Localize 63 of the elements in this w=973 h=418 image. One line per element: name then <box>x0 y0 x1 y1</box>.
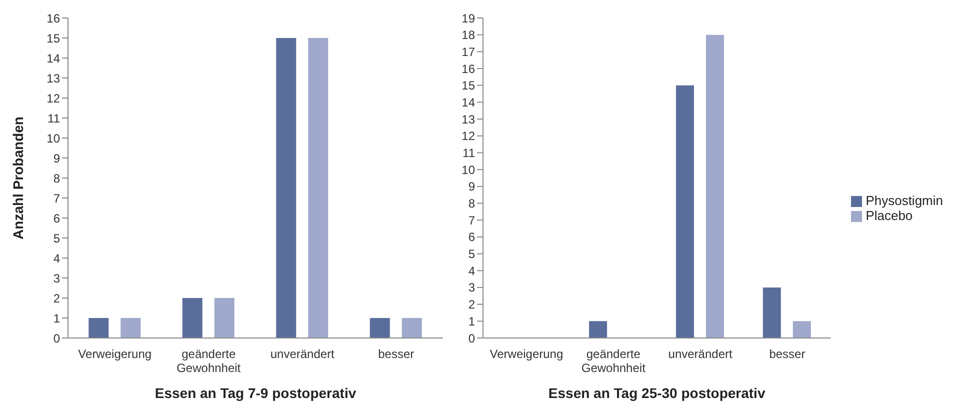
x-tick-label: besser <box>378 347 414 361</box>
y-tick-label: 5 <box>468 247 476 262</box>
y-tick-label: 12 <box>46 91 60 106</box>
x-tick-label: unverändert <box>668 347 733 361</box>
y-tick-label: 16 <box>46 11 60 26</box>
y-tick-label: 2 <box>468 298 476 312</box>
y-axis-title: Anzahl Probanden <box>10 116 26 240</box>
bar <box>214 298 234 338</box>
y-tick-label: 14 <box>462 95 476 110</box>
y-tick-label: 6 <box>468 230 476 244</box>
y-tick-label: 16 <box>462 62 476 76</box>
bar <box>308 38 328 338</box>
y-tick-label: 14 <box>46 51 60 66</box>
y-tick-label: 4 <box>53 251 60 266</box>
x-tick-label: besser <box>769 347 806 361</box>
y-tick-label: 9 <box>53 151 60 166</box>
y-tick-label: 1 <box>53 311 60 326</box>
legend-label: Physostigmin <box>866 193 943 208</box>
y-tick-label: 6 <box>53 211 60 226</box>
x-tick-label: Verweigerung <box>490 347 564 361</box>
bar <box>182 298 202 338</box>
y-tick-label: 7 <box>53 191 60 206</box>
bar <box>676 85 694 338</box>
x-tick-label: geänderte Gewohnheit <box>581 347 646 375</box>
y-tick-label: 17 <box>462 44 476 59</box>
y-tick-label: 5 <box>53 231 60 246</box>
y-tick-label: 18 <box>462 28 476 42</box>
y-tick-label: 15 <box>462 78 476 93</box>
y-tick-label: 8 <box>468 196 476 211</box>
bar <box>370 318 390 338</box>
y-tick-label: 12 <box>462 129 476 144</box>
bar <box>706 34 724 338</box>
x-tick-label: Verweigerung <box>78 347 152 361</box>
y-tick-label: 0 <box>53 331 60 346</box>
y-tick-label: 8 <box>53 171 60 186</box>
bar <box>762 287 781 338</box>
y-tick-label: 7 <box>468 213 476 228</box>
y-tick-label: 10 <box>46 131 60 146</box>
y-tick-label: 3 <box>53 271 60 286</box>
y-tick-label: 2 <box>53 291 60 306</box>
y-tick-label: 1 <box>468 314 476 328</box>
y-tick-label: 3 <box>468 280 476 295</box>
bar <box>120 318 141 338</box>
legend-label: Placebo <box>866 208 913 223</box>
y-tick-label: 11 <box>462 146 476 160</box>
y-tick-label: 4 <box>468 264 476 278</box>
bar <box>88 318 109 338</box>
y-tick-label: 13 <box>462 112 476 126</box>
y-tick-label: 19 <box>462 11 476 26</box>
x-axis-title: Essen an Tag 7-9 postoperativ <box>154 385 356 401</box>
y-tick-label: 11 <box>48 111 60 126</box>
x-axis-title: Essen an Tag 25-30 postoperativ <box>548 385 766 401</box>
bar <box>792 321 811 338</box>
bar <box>276 38 296 338</box>
y-tick-label: 10 <box>462 162 476 177</box>
bar <box>589 321 608 338</box>
y-tick-label: 13 <box>46 71 60 86</box>
x-tick-label: unverändert <box>270 347 336 361</box>
y-tick-label: 0 <box>468 331 476 346</box>
y-tick-label: 15 <box>46 31 60 46</box>
bar <box>402 318 422 338</box>
y-tick-label: 9 <box>468 180 476 194</box>
x-tick-label: geänderte Gewohnheit <box>176 347 242 375</box>
